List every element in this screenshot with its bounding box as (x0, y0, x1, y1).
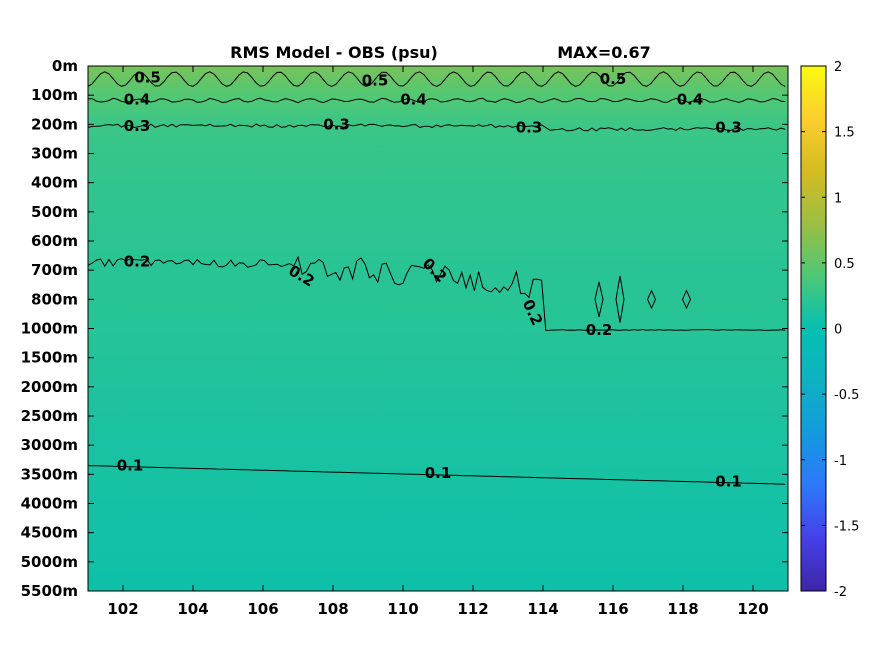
y-axis: 0m 100m 200m 300m 400m 500m 600m 700m 800m 1000m 1… (21, 57, 788, 600)
max-annotation: MAX=0.67 (557, 43, 651, 62)
colorbar-tick-label: 0 (834, 323, 842, 338)
contour-line-0-2 (87, 255, 786, 331)
contour-line-0-3 (87, 123, 786, 132)
contour-island (594, 281, 604, 317)
plot-area: 0.5 0.5 0.50.4 0.4 0.40.3 0.3 0.3 0.30.20.2 0.20… (87, 65, 789, 592)
colorbar-tick-label: -1 (834, 454, 847, 469)
x-tick-label: 110 (387, 600, 418, 618)
x-tick-label: 106 (247, 600, 278, 618)
contour-labels: 0.5 0.5 0.50.4 0.4 0.40.3 0.3 0.3 0.30.20.2 0.20… (117, 69, 742, 491)
contour-label: 0.1 (117, 457, 144, 475)
contour-island (646, 289, 657, 310)
y-tick-label: 800m (31, 290, 78, 308)
salinity-rms-field (88, 66, 788, 591)
y-tick-label: 400m (31, 174, 78, 192)
colorbar-tick-label: -2 (834, 585, 847, 600)
colorbar-ticks: 2 1.5 1 0.5 0 -0.5 -1 -1.5 -2 (801, 60, 859, 600)
contour-island (681, 289, 692, 310)
contour-label: 0.1 (425, 464, 452, 482)
contour-label: 0.2 (586, 321, 613, 339)
y-tick-label: 5000m (21, 553, 78, 571)
colorbar-tick-label: 1.5 (834, 126, 855, 141)
contour-label: 0.5 (362, 72, 389, 90)
colorbar-tick-label: -0.5 (834, 388, 859, 403)
contour-label: 0.3 (323, 115, 350, 133)
y-tick-label: 2500m (21, 407, 78, 425)
contour-label: 0.3 (715, 118, 742, 136)
contour-lines (87, 71, 786, 485)
x-axis: 102 104 106 108 110 112 114 116 118 120 (107, 66, 769, 618)
contour-label: 0.4 (677, 91, 704, 109)
x-tick-label: 102 (107, 600, 138, 618)
contour-line-0-5 (87, 71, 786, 87)
x-tick-label: 114 (527, 600, 558, 618)
y-tick-label: 700m (31, 261, 78, 279)
contour-label: 0.5 (600, 70, 627, 88)
colorbar-tick-label: 0.5 (834, 257, 855, 272)
y-tick-label: 4500m (21, 524, 78, 542)
y-tick-label: 3500m (21, 465, 78, 483)
contour-label: 0.4 (124, 91, 151, 109)
colorbar-tick-label: 1 (834, 191, 842, 206)
y-tick-label: 0m (52, 57, 78, 75)
y-tick-label: 3000m (21, 436, 78, 454)
y-tick-label: 200m (31, 115, 78, 133)
x-tick-label: 120 (737, 600, 768, 618)
y-tick-label: 100m (31, 86, 78, 104)
y-tick-label: 2000m (21, 378, 78, 396)
x-tick-label: 104 (177, 600, 208, 618)
x-tick-label: 116 (597, 600, 628, 618)
x-tick-label: 112 (457, 600, 488, 618)
y-tick-label: 500m (31, 203, 78, 221)
y-tick-label: 300m (31, 145, 78, 163)
y-tick-label: 5500m (21, 582, 78, 600)
y-tick-label: 1000m (21, 320, 78, 338)
colorbar-tick-label: 2 (834, 60, 842, 75)
contour-label: 0.3 (516, 118, 543, 136)
y-tick-label: 1500m (21, 349, 78, 367)
x-tick-label: 118 (667, 600, 698, 618)
contour-line-0-4 (87, 97, 786, 104)
contour-label: 0.1 (715, 473, 742, 491)
chart-title: RMS Model - OBS (psu) (230, 43, 438, 62)
contour-label: 0.3 (124, 117, 151, 135)
contour-island (615, 275, 625, 323)
colorbar: 2 1.5 1 0.5 0 -0.5 -1 -1.5 -2 (800, 60, 859, 600)
y-tick-label: 600m (31, 232, 78, 250)
x-tick-label: 108 (317, 600, 348, 618)
contour-line-0-1 (87, 465, 786, 485)
colorbar-gradient-bar (800, 65, 827, 592)
contour-label: 0.5 (134, 69, 161, 87)
contour-label: 0.4 (400, 91, 427, 109)
y-tick-label: 4000m (21, 495, 78, 513)
colorbar-tick-label: -1.5 (834, 519, 859, 534)
contour-label: 0.2 (124, 252, 151, 270)
